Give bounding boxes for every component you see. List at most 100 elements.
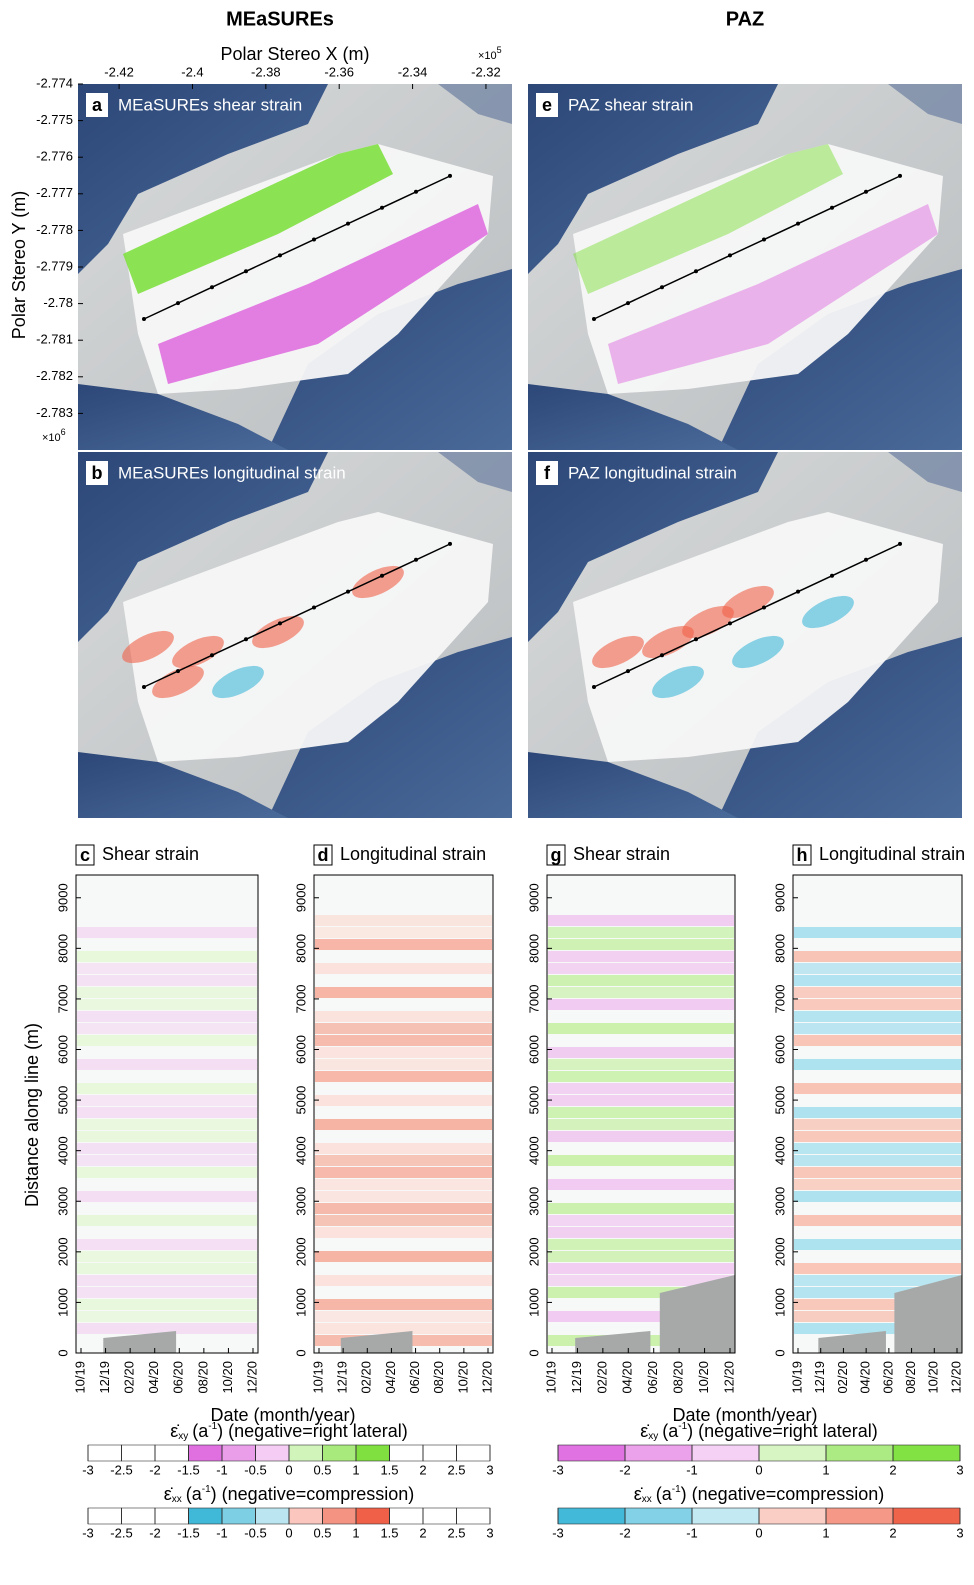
strain-band [77,975,257,986]
x-tick-label: 12/19 [335,1361,350,1394]
strain-band [77,1119,257,1130]
colorbar-tick-label: 0 [285,1462,292,1477]
strain-band [77,1299,257,1310]
panel-letter: g [551,845,562,865]
y-tick-label: 0 [55,1349,70,1356]
strain-band [794,1215,961,1226]
profile-marker [176,669,180,673]
colorbar-segment [323,1445,357,1461]
strain-band [315,1191,492,1202]
strain-band [315,1071,492,1082]
colorbar-segment [423,1445,457,1461]
x-tick-label: 08/20 [195,1361,210,1394]
strain-band [315,963,492,974]
profile-marker [312,238,316,242]
label-unit: (a [186,1484,203,1504]
profile-marker [592,685,596,689]
strain-band [794,1083,961,1094]
strain-band [77,987,257,998]
label-subscript: xy [178,1431,188,1442]
colorbar-label: ε̇xx(a-1) (negative=compression) [164,1484,415,1505]
colorbar-segment [826,1508,893,1524]
colorbar-label: ε̇xy(a-1) (negative=right lateral) [640,1421,878,1442]
strain-band [77,1275,257,1286]
y-tick-label: 8000 [772,934,787,963]
strain-band [548,927,734,938]
strain-band [77,1251,257,1262]
map-panel: fPAZ longitudinal strain [528,452,962,818]
x-tick-label: -2.32 [471,64,501,79]
profile-marker [346,590,350,594]
strain-band [77,1011,257,1022]
strain-band [794,1023,961,1034]
profile-panel: hLongitudinal strain01000200030004000500… [772,844,965,1394]
y-tick-label: 9000 [293,883,308,912]
profile-marker [728,253,732,257]
strain-band [548,999,734,1010]
y-tick-label: 5000 [526,1086,541,1115]
y-multiplier: ×106 [42,427,66,444]
colorbar-segment [759,1445,826,1461]
y-axis-label: Polar Stereo Y (m) [9,191,29,339]
profile-marker [244,269,248,273]
profile-marker [830,574,834,578]
x-multiplier: ×105 [478,45,502,62]
y-tick-label: 1000 [772,1288,787,1317]
panel-title: Shear strain [573,844,670,864]
strain-band [794,1011,961,1022]
strain-band [315,1203,492,1214]
strain-band [794,963,961,974]
y-tick-label: 1000 [526,1288,541,1317]
y-tick-label: 7000 [526,984,541,1013]
panel-letter: a [92,95,103,115]
strain-band [77,999,257,1010]
strain-band [794,1107,961,1118]
colorbar-tick-label: 2.5 [447,1525,465,1540]
profile-marker [626,301,630,305]
profile-panel: dLongitudinal strain01000200030004000500… [293,844,494,1394]
profile-marker [694,269,698,273]
strain-band [315,1299,492,1310]
x-tick-label: 04/20 [858,1361,873,1394]
strain-band [77,1311,257,1322]
profile-marker [864,190,868,194]
colorbar-segment [122,1508,156,1524]
strain-band [548,1263,734,1274]
x-tick-label: 10/20 [926,1361,941,1394]
column-header: MEaSUREs [226,8,334,30]
y-tick-label: -2.78 [43,295,73,310]
colorbar-label: ε̇xy(a-1) (negative=right lateral) [170,1421,408,1442]
x-tick-label: 10/19 [310,1361,325,1394]
strain-band [315,1167,492,1178]
map-panel: aMEaSUREs shear strain [78,84,512,450]
colorbar-segment [122,1445,156,1461]
colorbar-tick-label: 1 [822,1525,829,1540]
colorbar-segment [256,1445,290,1461]
strain-band [315,1155,492,1166]
x-tick-label: 02/20 [594,1361,609,1394]
profile-marker [796,590,800,594]
x-tick-label: 08/20 [431,1361,446,1394]
strain-band [77,1155,257,1166]
colorbar-segment [155,1508,189,1524]
y-tick-label: -2.777 [36,185,73,200]
profile-marker [694,637,698,641]
profile-marker [278,253,282,257]
profile-panel: cShear strain010002000300040005000600070… [55,844,259,1394]
colorbar-tick-label: 2 [889,1525,896,1540]
strain-band [315,1059,492,1070]
colorbar-segment [457,1445,491,1461]
strain-band [794,987,961,998]
strain-band [315,1143,492,1154]
colorbar-segment [390,1445,424,1461]
colorbar-segment [88,1508,122,1524]
y-tick-label: 6000 [526,1035,541,1064]
colorbar-tick-label: -2 [149,1462,161,1477]
y-tick-label: 4000 [55,1136,70,1165]
x-tick-label: 12/20 [948,1361,963,1394]
colorbar-tick-label: 3 [486,1525,493,1540]
strain-band [794,975,961,986]
strain-band [548,963,734,974]
column-header: PAZ [726,8,765,30]
strain-band [794,1035,961,1046]
